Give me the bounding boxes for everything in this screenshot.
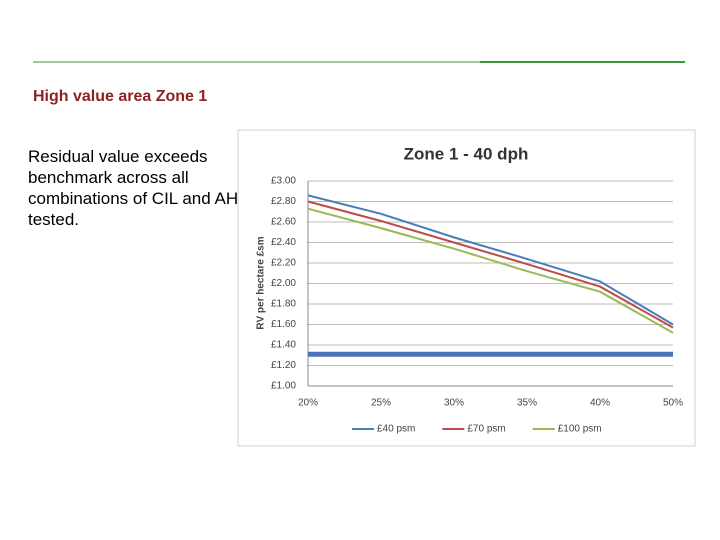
y-axis-label: RV per hectare £sm [256,236,267,329]
y-tick-label: £1.80 [271,299,296,310]
chart-title: Zone 1 - 40 dph [404,144,529,163]
y-tick-label: £2.20 [271,258,296,269]
series-line [307,194,674,326]
legend-label: £100 psm [558,424,602,435]
x-tick-label: 30% [444,398,464,409]
series-line [307,207,674,334]
chart-frame [237,129,696,447]
y-tick-label: £1.40 [271,340,296,351]
slide-title: High value area Zone 1 [33,88,208,105]
y-tick-label: £2.60 [271,217,296,228]
series-line [307,200,674,329]
x-tick-label: 25% [371,398,391,409]
y-tick-label: £1.00 [271,381,296,392]
legend-label: £70 psm [467,424,505,435]
x-tick-label: 20% [298,398,318,409]
y-tick-label: £2.00 [271,278,296,289]
y-tick-label: £3.00 [271,176,296,187]
slide-body: Residual value exceeds benchmark across … [28,147,239,229]
x-tick-label: 35% [517,398,537,409]
y-tick-label: £1.20 [271,360,296,371]
y-tick-label: £1.60 [271,319,296,330]
y-tick-label: £2.40 [271,237,296,248]
x-tick-label: 50% [663,398,683,409]
legend-label: £40 psm [377,424,415,435]
y-tick-label: £2.80 [271,196,296,207]
x-tick-label: 40% [590,398,610,409]
